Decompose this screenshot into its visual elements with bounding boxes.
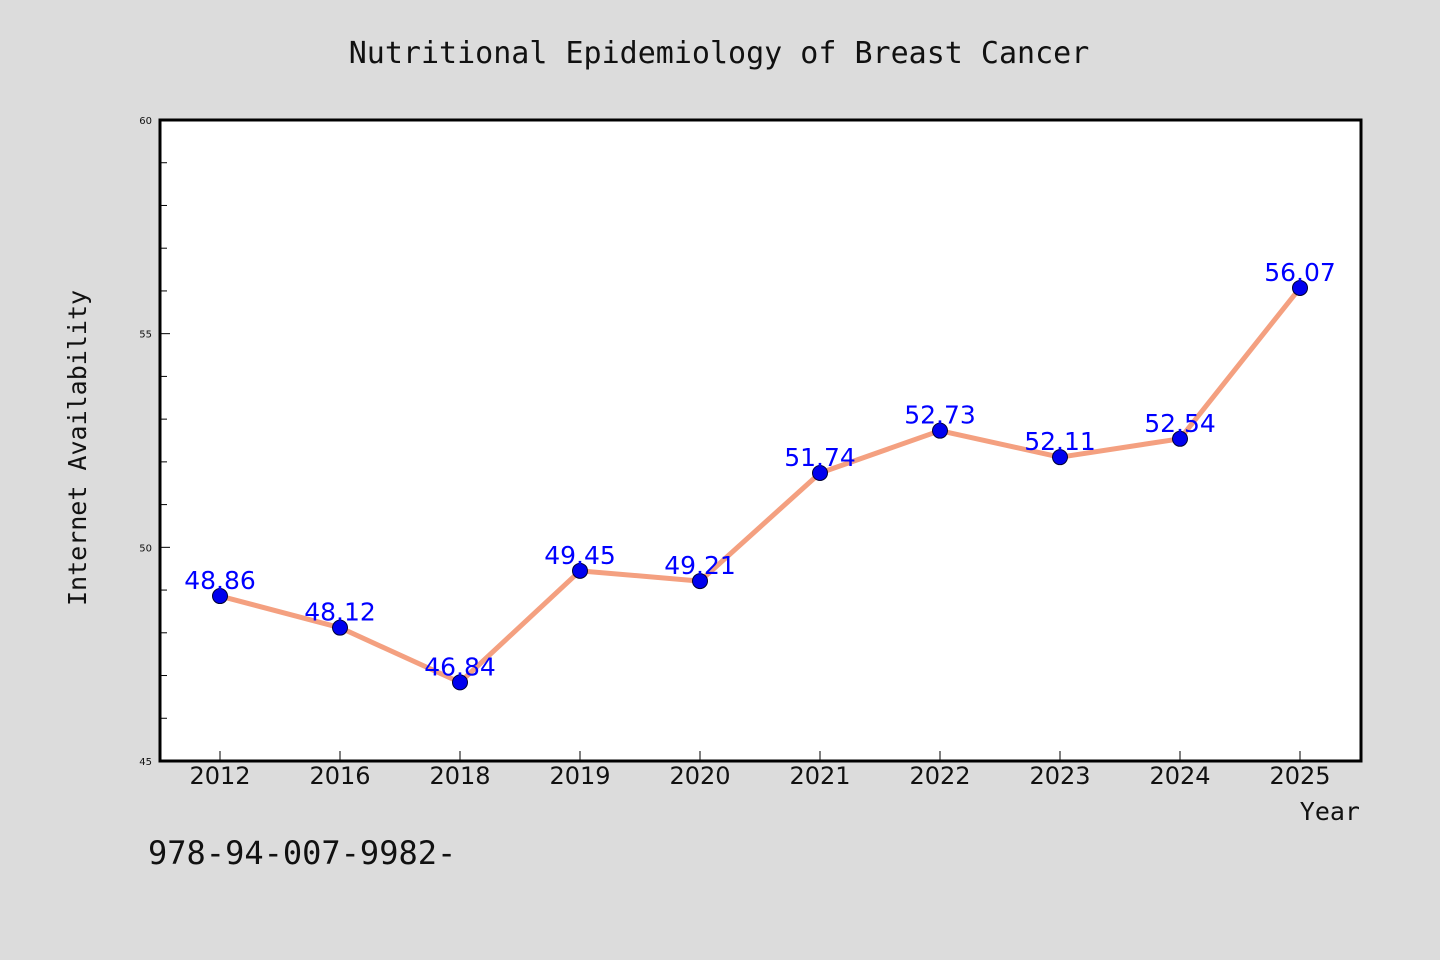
x-tick-label: 2023 [1029, 762, 1090, 790]
data-label: 48.12 [304, 598, 376, 627]
x-tick-label: 2025 [1269, 762, 1330, 790]
data-label: 49.21 [664, 551, 736, 580]
data-label: 48.86 [184, 566, 256, 595]
x-tick-label: 2021 [789, 762, 850, 790]
series-line [219, 286, 1302, 685]
data-point [812, 464, 828, 481]
data-label: 52.11 [1024, 427, 1096, 456]
x-tick-label: 2018 [429, 762, 490, 790]
data-point [332, 619, 348, 636]
data-label: 56.07 [1264, 258, 1336, 287]
y-tick-label: 45 [139, 757, 152, 768]
data-point [1172, 430, 1188, 447]
data-label: 52.73 [904, 401, 976, 430]
data-point [692, 573, 708, 590]
data-point [572, 562, 588, 579]
x-tick-label: 2012 [189, 762, 250, 790]
y-axis-ticks: 45 50 55 60 [139, 116, 170, 768]
data-point [212, 588, 228, 605]
data-series: 48.86 48.12 46.84 49.45 49.21 51.74 52.73 52.11… [184, 258, 1336, 691]
x-tick-label: 2016 [309, 762, 370, 790]
x-axis-ticks: 2012 2016 2018 2019 2020 2021 2022 2023 2024 2025 [189, 751, 1331, 790]
data-label: 51.74 [784, 443, 856, 472]
x-tick-label: 2022 [909, 762, 970, 790]
x-tick-label: 2024 [1149, 762, 1210, 790]
data-label: 52.54 [1144, 409, 1216, 438]
y-axis-label: Internet Availability [63, 290, 92, 606]
x-tick-label: 2019 [549, 762, 610, 790]
x-axis-label: Year [1300, 797, 1360, 826]
footnote: 978-94-007-9982- [148, 834, 456, 872]
y-tick-label: 60 [139, 116, 152, 127]
data-point [1292, 279, 1308, 296]
y-tick-label: 50 [139, 543, 152, 554]
chart-title: Nutritional Epidemiology of Breast Cance… [349, 36, 1090, 71]
data-label: 46.84 [424, 652, 496, 681]
data-point [932, 422, 948, 439]
y-tick-label: 55 [139, 330, 152, 341]
data-point [452, 674, 468, 691]
data-point [1052, 449, 1068, 466]
data-label: 49.45 [544, 541, 616, 570]
x-tick-label: 2020 [669, 762, 730, 790]
